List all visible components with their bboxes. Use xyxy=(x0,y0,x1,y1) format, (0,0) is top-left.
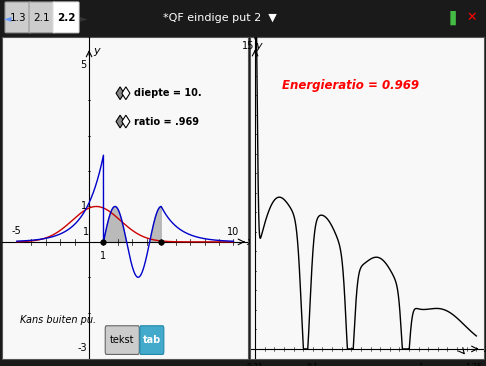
Text: *QF eindige put 2  ▼: *QF eindige put 2 ▼ xyxy=(163,13,277,23)
Text: ►: ► xyxy=(80,13,88,23)
Text: 2.1: 2.1 xyxy=(34,13,51,23)
Text: x: x xyxy=(484,344,486,354)
Text: tekst: tekst xyxy=(110,335,135,345)
Text: -3: -3 xyxy=(77,343,87,353)
Text: y: y xyxy=(256,41,262,51)
Text: tab: tab xyxy=(143,335,161,345)
Polygon shape xyxy=(122,115,130,128)
Text: 15: 15 xyxy=(242,41,254,51)
Polygon shape xyxy=(116,115,124,128)
Text: diepte = 10.: diepte = 10. xyxy=(134,88,201,98)
Text: 5: 5 xyxy=(81,60,87,70)
Text: y: y xyxy=(93,46,100,56)
FancyBboxPatch shape xyxy=(140,326,164,354)
Text: 1: 1 xyxy=(81,202,87,212)
Text: Energieratio = 0.969: Energieratio = 0.969 xyxy=(281,79,418,92)
Text: Kans buiten pu.: Kans buiten pu. xyxy=(20,315,96,325)
Text: -5: -5 xyxy=(12,225,22,235)
Text: 10: 10 xyxy=(227,227,240,236)
Text: ✕: ✕ xyxy=(467,11,477,25)
Polygon shape xyxy=(116,87,124,100)
Text: 1.25: 1.25 xyxy=(466,363,482,366)
FancyBboxPatch shape xyxy=(5,2,31,33)
Text: 0.1: 0.1 xyxy=(307,363,319,366)
Text: 1: 1 xyxy=(83,227,89,236)
Text: x: x xyxy=(246,237,253,247)
Text: ratio = .969: ratio = .969 xyxy=(134,116,199,127)
Text: 0.31: 0.31 xyxy=(247,363,263,366)
Text: 2.2: 2.2 xyxy=(57,13,75,23)
Text: ◄: ◄ xyxy=(4,13,12,23)
Polygon shape xyxy=(122,87,130,100)
FancyBboxPatch shape xyxy=(29,2,55,33)
FancyBboxPatch shape xyxy=(53,2,79,33)
Text: 1: 1 xyxy=(101,251,106,261)
Text: 1: 1 xyxy=(418,363,423,366)
FancyBboxPatch shape xyxy=(105,326,139,354)
Text: 1.3: 1.3 xyxy=(10,13,26,23)
Text: ▐: ▐ xyxy=(445,11,455,25)
